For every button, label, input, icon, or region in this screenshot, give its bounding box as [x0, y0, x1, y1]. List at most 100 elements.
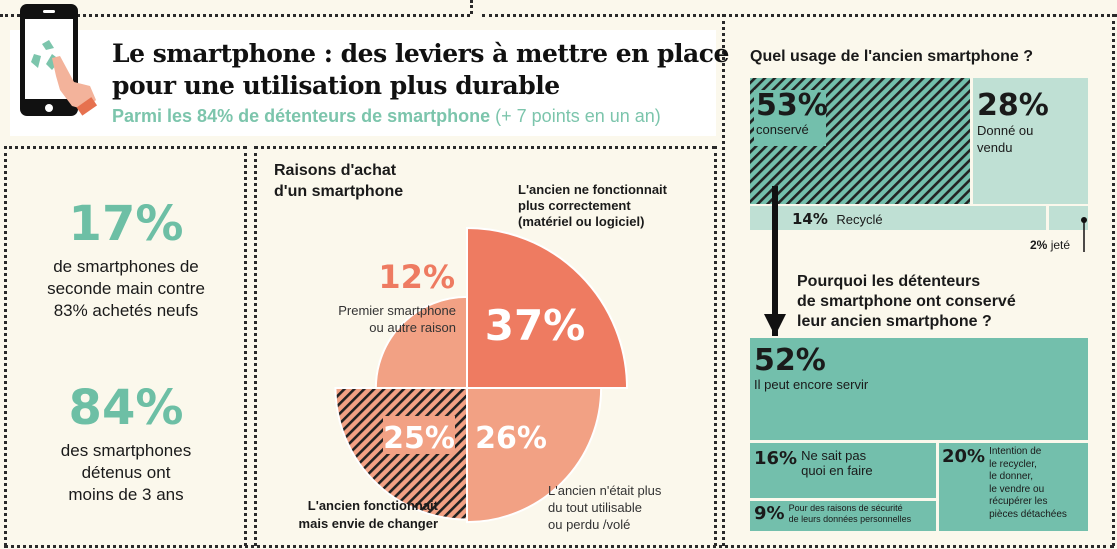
tile-intention: [939, 443, 1088, 531]
pie-slice: [374, 295, 468, 389]
label-line: L'ancien fonctionnait: [307, 498, 438, 513]
pie-title-line: d'un smartphone: [274, 183, 404, 200]
divider: [470, 0, 473, 14]
tile-text-intention: 20% Intention de le recycler, le donner,…: [942, 446, 1067, 521]
label-line: (matériel ou logiciel): [518, 214, 645, 229]
tile-text-ne-sait-pas: 16% Ne sait pas quoi en faire: [754, 448, 873, 478]
stat-text: 83% achetés neufs: [53, 301, 199, 320]
title-line: pour une utilisation plus durable: [112, 71, 560, 100]
tile-label: Donné ou: [977, 123, 1034, 138]
stat-text: seconde main contre: [47, 279, 205, 298]
arrow-down-icon: [764, 314, 786, 336]
pie-label-37: L'ancien ne fonctionnait plus correcteme…: [518, 182, 667, 230]
label-line: mais envie de changer: [298, 516, 438, 531]
title-line: de smartphone ont conservé: [797, 293, 1016, 310]
label-line: plus correctement: [518, 198, 631, 213]
divider: [4, 146, 246, 149]
stat-text: des smartphones: [60, 441, 192, 460]
usage-title: Quel usage de l'ancien smartphone ?: [750, 48, 1033, 65]
title-line: leur ancien smartphone ?: [797, 313, 992, 330]
pie-value-37: 37%: [485, 301, 586, 350]
tile-text-securite: 9% Pour des raisons de sécurité de leurs…: [754, 503, 911, 525]
pie-label-25: L'ancien fonctionnait mais envie de chan…: [260, 497, 438, 533]
tile-jete: [1049, 206, 1088, 230]
page-title: Le smartphone : des leviers à mettre en …: [112, 38, 729, 102]
tile-value: 52%: [754, 343, 826, 378]
pie-chart: 37% 26% 25% 12%: [334, 226, 629, 524]
tile-label: Il peut encore servir: [754, 377, 869, 392]
tile-value: 16%: [754, 448, 798, 469]
pie-slice: [466, 387, 603, 524]
divider: [722, 14, 725, 546]
tile-label: pièces détachées: [989, 508, 1067, 520]
arrow-shaft: [772, 186, 778, 336]
pie-title: Raisons d'achat d'un smartphone: [274, 160, 403, 202]
tile-label: quoi en faire: [801, 463, 873, 478]
tile-securite: [750, 501, 936, 531]
tile-value: 9%: [754, 503, 785, 524]
tile-text-jete: 2% jeté: [1030, 238, 1070, 252]
stat-age: 84% des smartphones détenus ont moins de…: [8, 380, 244, 506]
header-panel: [10, 30, 716, 136]
pie-label-bg-25: [383, 416, 455, 454]
tile-label: conservé: [756, 122, 809, 137]
divider: [244, 146, 247, 546]
stat-text: détenus ont: [81, 463, 171, 482]
tile-label: vendu: [977, 140, 1013, 155]
tile-ne-sait-pas: [750, 443, 936, 498]
tile-value: 28%: [977, 88, 1049, 123]
tile-label: de leurs données personnelles: [788, 514, 912, 524]
tile-text-recycle: 14% Recyclé: [792, 210, 883, 229]
tile-value: 14%: [792, 210, 828, 228]
subtitle: Parmi les 84% de détenteurs de smartphon…: [112, 106, 661, 127]
tile-label: récupérer les: [989, 496, 1048, 507]
label-line: ou perdu /volé: [548, 517, 631, 532]
stat-value: 84%: [68, 380, 184, 436]
label-line: Premier smartphone: [338, 303, 456, 318]
divider: [254, 146, 257, 546]
tile-label: le donner,: [989, 471, 1034, 482]
tile-label: Recyclé: [836, 212, 883, 227]
pie-value-26: 26%: [475, 421, 547, 456]
stat-text: de smartphones de: [53, 257, 199, 276]
tile-label-bg: [754, 90, 826, 146]
label-line: du tout utilisable: [548, 500, 642, 515]
tile-text-donne: 28% Donné ou vendu: [977, 90, 1049, 156]
reasons-title: Pourquoi les détenteurs de smartphone on…: [797, 272, 1016, 332]
title-line: Le smartphone : des leviers à mettre en …: [112, 39, 729, 68]
smartphone-recycle-touch-icon: [20, 4, 98, 116]
pie-value-25: 25%: [383, 421, 455, 456]
divider: [714, 146, 717, 546]
tile-label: le vendre ou: [989, 483, 1045, 495]
tile-label: Ne sait pas: [801, 448, 867, 463]
subtitle-light: (+ 7 points en un an): [495, 106, 661, 126]
divider: [4, 545, 1114, 548]
usage-treemap: [750, 78, 1088, 531]
divider: [0, 14, 470, 17]
tile-label: Intention de: [989, 446, 1042, 457]
tile-text-conserve: 53% conservé: [756, 90, 828, 138]
title-line: Pourquoi les détenteurs: [797, 273, 981, 290]
tile-value: 2%: [1030, 238, 1048, 252]
pie-label-26: L'ancien n'était plus du tout utilisable…: [548, 482, 661, 533]
divider: [482, 14, 1117, 17]
tile-label: jeté: [1050, 238, 1071, 252]
tile-label: le recycler,: [989, 458, 1037, 470]
tile-donne: [973, 78, 1088, 204]
pie-value-12: 12%: [378, 258, 455, 296]
label-line: L'ancien ne fonctionnait: [518, 182, 667, 197]
stat-second-hand: 17% de smartphones de seconde main contr…: [8, 196, 244, 322]
stat-text: moins de 3 ans: [68, 485, 184, 504]
pie-title-line: Raisons d'achat: [274, 162, 397, 179]
subtitle-bold: Parmi les 84% de détenteurs de smartphon…: [112, 106, 491, 126]
tile-value: 20%: [942, 446, 986, 467]
tile-recycle: [750, 206, 1046, 230]
divider: [254, 146, 716, 149]
stat-value: 17%: [68, 196, 184, 252]
tile-label: Pour des raisons de sécurité: [788, 503, 903, 513]
label-line: L'ancien n'était plus: [548, 483, 662, 498]
pie-slice: [466, 226, 629, 389]
label-line: ou autre raison: [369, 320, 456, 335]
tile-servir: [750, 338, 1088, 440]
tile-text-servir: 52% Il peut encore servir: [754, 343, 869, 393]
